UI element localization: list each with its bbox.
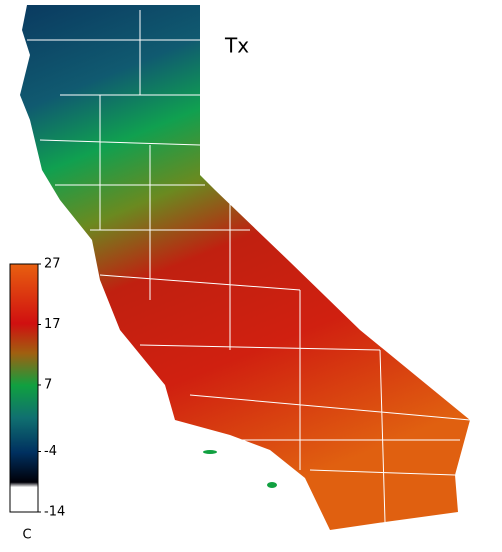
colorbar-tick-label: -4 (44, 444, 57, 459)
colorbar-tick-label: 17 (44, 317, 61, 332)
colorbar-gradient (9, 263, 39, 513)
island (203, 450, 217, 454)
colorbar: 27 17 7 -4 -14 (9, 257, 65, 520)
colorbar-tick-label: -14 (44, 505, 65, 520)
county-lines (27, 10, 471, 523)
island (267, 482, 277, 488)
colorbar-tick-label: 7 (44, 377, 52, 392)
colorbar-unit: C (22, 528, 31, 543)
colorbar-tick-label: 27 (44, 257, 61, 272)
california-map (20, 5, 470, 530)
map-title: Tx (224, 34, 249, 58)
